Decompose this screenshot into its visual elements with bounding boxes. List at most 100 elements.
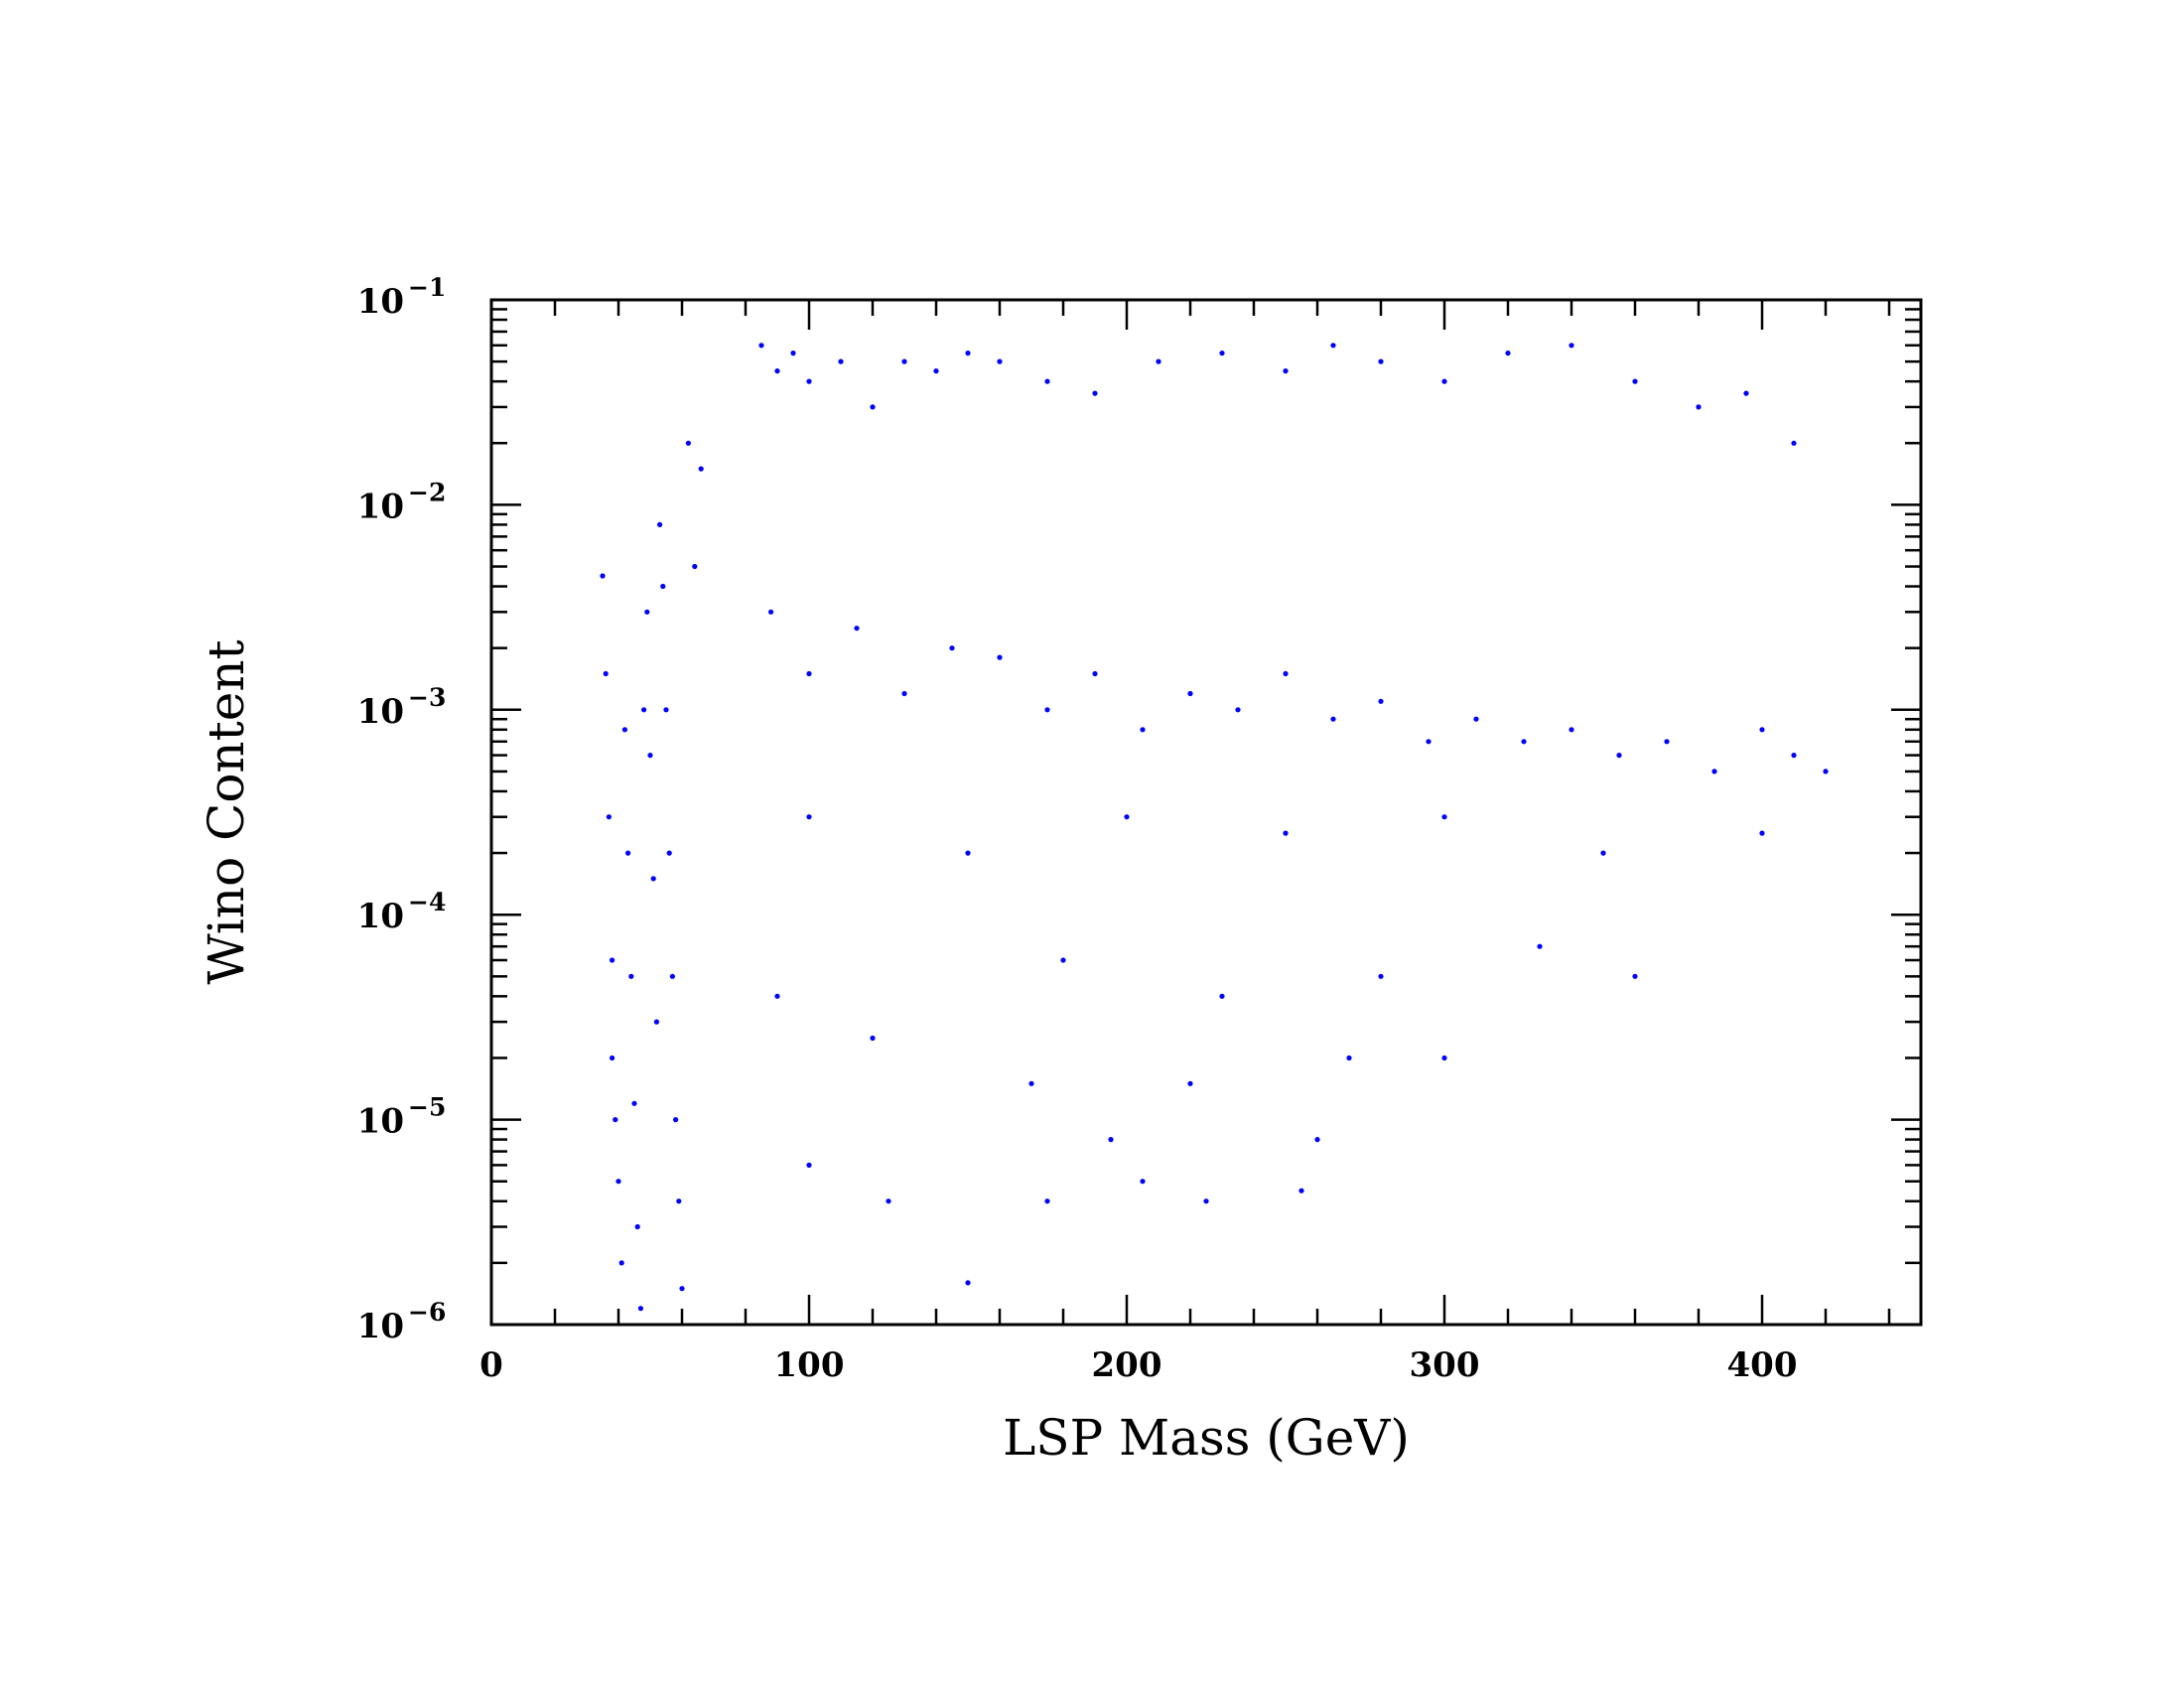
x-tick-label: 0 <box>479 1345 503 1385</box>
x-tick-label: 200 <box>1092 1345 1162 1385</box>
data-point <box>1791 440 1797 446</box>
data-point <box>1219 351 1225 356</box>
data-point <box>1235 707 1241 713</box>
data-point <box>838 358 844 364</box>
data-point <box>676 1198 682 1204</box>
data-point <box>1759 830 1765 836</box>
y-tick-label: 10 <box>357 282 404 322</box>
y-tick-exponent: −5 <box>408 1093 446 1122</box>
data-point <box>625 850 631 856</box>
data-point <box>1616 753 1622 759</box>
data-point <box>1711 769 1717 774</box>
data-point <box>1569 727 1574 733</box>
data-point <box>933 368 939 374</box>
data-point <box>679 1286 685 1292</box>
data-point <box>1426 739 1432 745</box>
data-point <box>758 343 764 349</box>
data-point <box>666 850 672 856</box>
y-tick-label: 10 <box>357 1307 404 1346</box>
data-point <box>644 609 650 615</box>
data-point <box>631 1100 637 1106</box>
data-point <box>600 573 606 579</box>
data-point <box>1060 957 1066 963</box>
data-point <box>1314 1137 1320 1143</box>
y-tick-exponent: −4 <box>408 888 446 916</box>
data-point <box>1378 973 1384 979</box>
data-point <box>870 1035 876 1042</box>
data-point <box>647 753 653 759</box>
data-point <box>1283 368 1289 374</box>
data-point <box>965 351 971 356</box>
data-point <box>1156 358 1161 364</box>
data-point <box>774 368 780 374</box>
data-point <box>660 583 666 590</box>
data-point <box>949 645 955 651</box>
data-point <box>615 1179 621 1185</box>
data-point <box>901 358 907 364</box>
data-point <box>886 1198 891 1204</box>
data-point <box>1473 716 1479 722</box>
data-point <box>1823 769 1829 774</box>
data-point <box>1298 1188 1304 1194</box>
data-point <box>657 521 663 528</box>
data-point <box>1092 390 1098 396</box>
plot-frame <box>489 298 1923 1327</box>
x-axis-title: LSP Mass (GeV) <box>1003 1409 1410 1467</box>
x-tick-label: 100 <box>774 1345 845 1385</box>
data-point <box>634 1223 640 1230</box>
data-point <box>692 563 698 570</box>
data-point <box>1664 739 1670 745</box>
data-point <box>610 1055 615 1061</box>
data-point <box>1044 378 1050 384</box>
data-point <box>806 1162 812 1168</box>
data-point <box>1140 727 1146 733</box>
y-tick-exponent: −2 <box>408 478 446 506</box>
data-point <box>1203 1198 1209 1204</box>
y-axis-title: Wino Content <box>198 639 255 984</box>
data-point <box>1028 1080 1034 1086</box>
data-point <box>1696 404 1702 410</box>
data-point <box>806 670 812 677</box>
data-point <box>1441 378 1447 384</box>
data-point <box>1632 378 1638 384</box>
data-point <box>673 1117 679 1123</box>
y-tick-exponent: −6 <box>408 1298 446 1327</box>
data-point <box>806 814 812 820</box>
data-point <box>774 993 780 999</box>
data-point <box>1330 343 1336 349</box>
data-point <box>1521 739 1527 745</box>
data-points <box>600 343 1829 1312</box>
data-point <box>650 876 656 882</box>
data-point <box>1759 727 1765 733</box>
data-point <box>663 707 669 713</box>
data-point <box>901 690 907 697</box>
data-point <box>1600 850 1606 856</box>
data-point <box>1283 830 1289 836</box>
data-point <box>637 1306 644 1312</box>
data-point <box>1569 343 1574 349</box>
data-point <box>1140 1179 1146 1185</box>
data-point <box>1283 670 1289 677</box>
data-point <box>1346 1055 1352 1061</box>
data-point <box>854 626 860 632</box>
x-tick-label: 300 <box>1410 1345 1480 1385</box>
x-tick-label: 400 <box>1727 1345 1798 1385</box>
data-point <box>790 351 796 356</box>
data-point <box>621 727 628 733</box>
data-point <box>1092 670 1098 677</box>
data-point <box>1330 716 1336 722</box>
data-point <box>1441 1055 1447 1061</box>
data-point <box>1044 1198 1050 1204</box>
y-tick-label: 10 <box>357 897 404 936</box>
data-point <box>1124 814 1130 820</box>
axis-ticks <box>489 298 1921 1327</box>
y-tick-exponent: −3 <box>408 683 446 712</box>
data-point <box>1044 707 1050 713</box>
y-tick-label: 10 <box>357 692 404 732</box>
data-point <box>628 973 634 979</box>
data-point <box>965 850 971 856</box>
data-point <box>1505 351 1511 356</box>
data-point <box>997 654 1003 660</box>
data-point <box>641 707 647 713</box>
